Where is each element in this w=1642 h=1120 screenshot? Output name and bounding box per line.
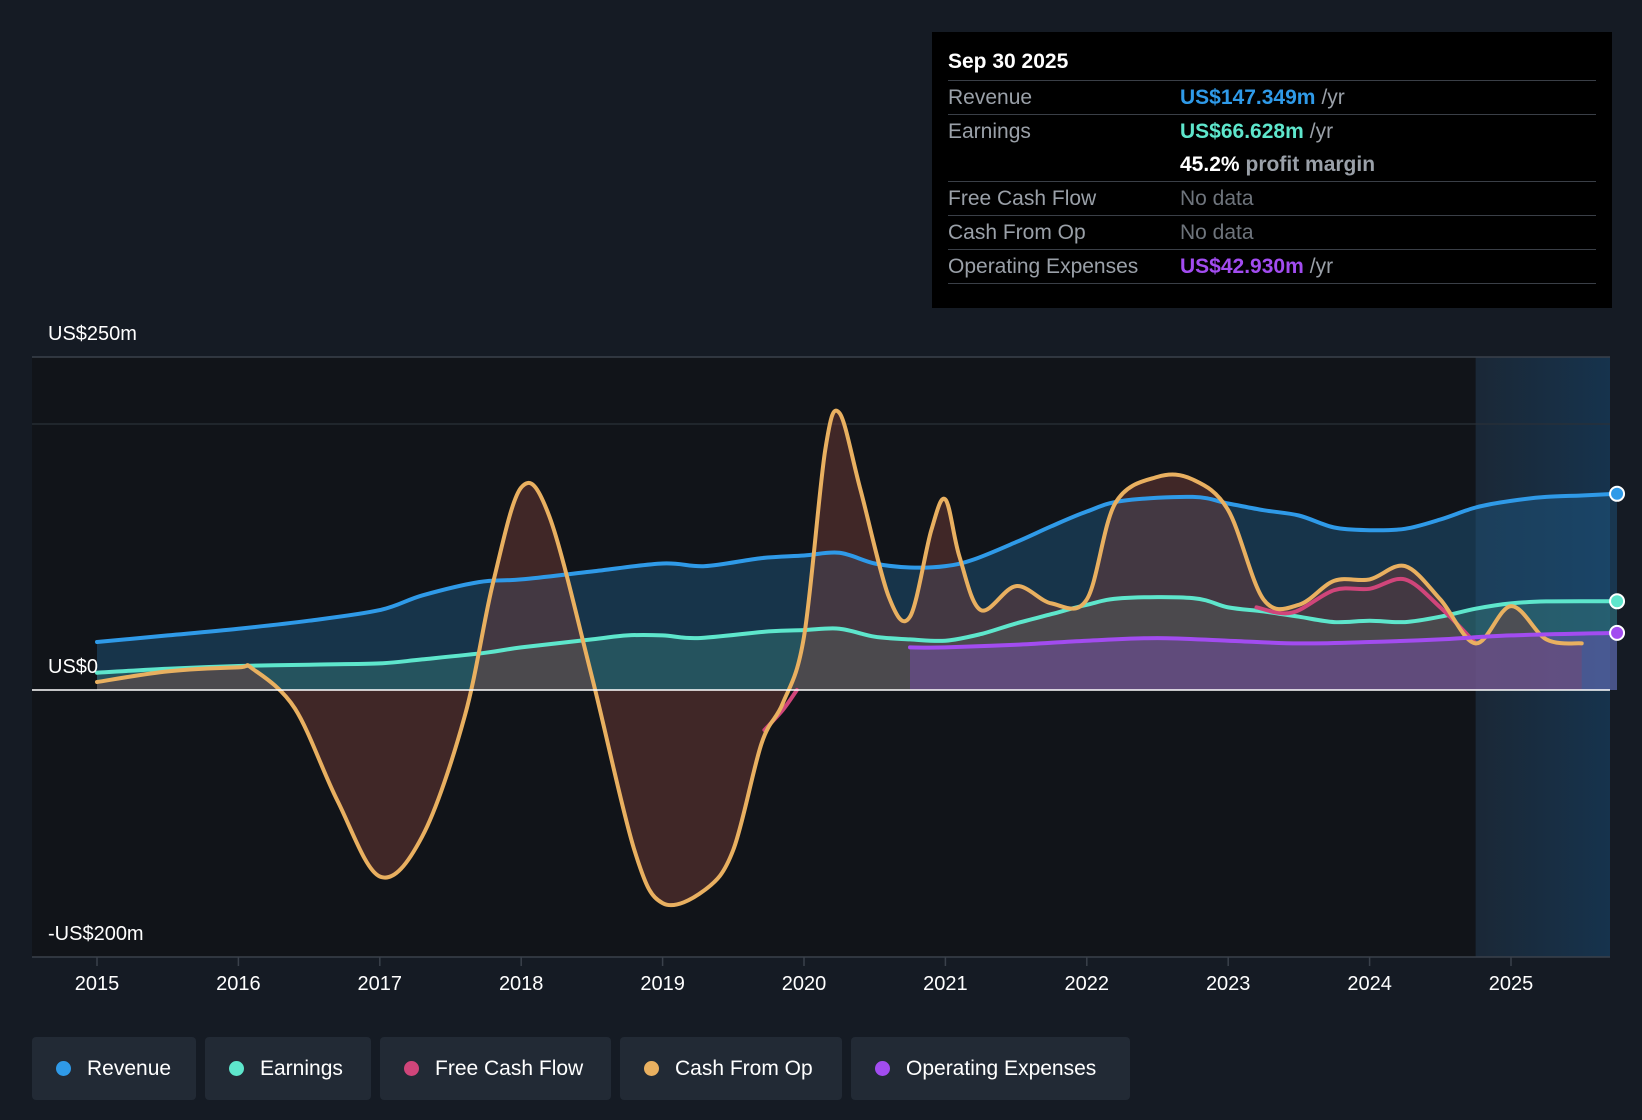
tooltip-revenue-label: Revenue bbox=[948, 85, 1033, 109]
tooltip-row-cfo: Cash From Op No data bbox=[948, 215, 1596, 249]
tooltip-cfo-value: No data bbox=[1180, 220, 1254, 244]
y-label-bottom: -US$200m bbox=[48, 923, 144, 945]
tooltip-revenue-value: US$147.349m bbox=[1180, 85, 1316, 109]
line-earnings-1 bbox=[95, 595, 1619, 675]
tooltip-row-revenue: Revenue US$147.349m /yr bbox=[948, 80, 1596, 114]
line-operating-expenses-5 bbox=[908, 630, 1619, 650]
endpoint-revenue[interactable] bbox=[1609, 485, 1626, 502]
x-tick-label: 2016 bbox=[216, 973, 261, 995]
free-cash-flow-dot-icon bbox=[404, 1061, 419, 1076]
x-ticks: 2015 2016 2017 2018 2019 2020 2021 2022 2023 2024… bbox=[75, 957, 1534, 995]
tooltip-earnings-value: US$66.628m bbox=[1180, 119, 1304, 143]
cash-from-op-dot-icon bbox=[644, 1061, 659, 1076]
x-tick-label: 2025 bbox=[1489, 973, 1534, 995]
forecast-region bbox=[1475, 357, 1610, 957]
x-tick-label: 2018 bbox=[499, 973, 544, 995]
legend-label-earnings: Earnings bbox=[260, 1056, 343, 1080]
tooltip-earnings-label: Earnings bbox=[948, 119, 1031, 143]
tooltip-row-earnings: Earnings US$66.628m /yr bbox=[948, 114, 1596, 148]
operating-expenses-dot-icon bbox=[875, 1061, 890, 1076]
tooltip-earnings-unit: /yr bbox=[1309, 119, 1334, 143]
y-label-zero: US$0 bbox=[48, 656, 98, 678]
legend-item-free-cash-flow[interactable]: Free Cash Flow bbox=[380, 1037, 611, 1100]
tooltip-opex-value: US$42.930m bbox=[1180, 254, 1304, 278]
legend-item-earnings[interactable]: Earnings bbox=[205, 1037, 371, 1100]
x-tick-label: 2024 bbox=[1347, 973, 1392, 995]
area-operating-expenses bbox=[910, 632, 1617, 690]
x-tick-label: 2015 bbox=[75, 973, 120, 995]
tooltip-row-opex: Operating Expenses US$42.930m /yr bbox=[948, 249, 1596, 283]
endpoint-layer bbox=[1609, 485, 1626, 641]
x-tick-label: 2023 bbox=[1206, 973, 1251, 995]
legend-item-cash-from-op[interactable]: Cash From Op bbox=[620, 1037, 842, 1100]
tooltip-revenue-unit: /yr bbox=[1321, 85, 1345, 109]
x-tick-label: 2020 bbox=[782, 973, 827, 995]
tooltip-opex-label: Operating Expenses bbox=[948, 254, 1139, 278]
legend-label-free-cash-flow: Free Cash Flow bbox=[435, 1056, 584, 1080]
tooltip-panel: Sep 30 2025 Revenue US$147.349m /yr Earn… bbox=[932, 32, 1612, 308]
legend-label-operating-expenses: Operating Expenses bbox=[906, 1056, 1097, 1080]
tooltip-margin-value: 45.2% bbox=[1180, 152, 1240, 176]
line-free-cash-flow-3 bbox=[1254, 576, 1478, 646]
plot-background bbox=[32, 357, 1610, 957]
legend-label-revenue: Revenue bbox=[87, 1056, 172, 1080]
x-tick-label: 2019 bbox=[640, 973, 685, 995]
x-tick-label: 2017 bbox=[358, 973, 403, 995]
tooltip-date: Sep 30 2025 bbox=[948, 50, 1069, 73]
revenue-dot-icon bbox=[56, 1061, 71, 1076]
line-cash-from-op-4 bbox=[95, 408, 1584, 908]
tooltip-margin-label: profit margin bbox=[1245, 152, 1376, 176]
x-tick-label: 2022 bbox=[1065, 973, 1110, 995]
legend-label-cash-from-op: Cash From Op bbox=[675, 1056, 813, 1080]
tooltip-fcf-value: No data bbox=[1180, 186, 1254, 210]
earnings-dot-icon bbox=[229, 1061, 244, 1076]
legend-item-operating-expenses[interactable]: Operating Expenses bbox=[851, 1037, 1130, 1100]
tooltip-fcf-label: Free Cash Flow bbox=[948, 186, 1097, 210]
endpoint-operating-expenses[interactable] bbox=[1609, 624, 1626, 641]
legend: Revenue Earnings Free Cash Flow Cash Fro… bbox=[32, 1037, 1130, 1100]
y-label-top: US$250m bbox=[48, 323, 137, 345]
legend-item-revenue[interactable]: Revenue bbox=[32, 1037, 196, 1100]
tooltip-cfo-label: Cash From Op bbox=[948, 220, 1086, 244]
endpoint-earnings[interactable] bbox=[1609, 593, 1626, 610]
line-revenue-0 bbox=[95, 491, 1619, 644]
x-tick-label: 2021 bbox=[923, 973, 968, 995]
tooltip-row-fcf: Free Cash Flow No data bbox=[948, 181, 1596, 215]
area-cash-from-op bbox=[97, 410, 1582, 906]
series-layer bbox=[95, 408, 1619, 908]
tooltip-opex-unit: /yr bbox=[1309, 254, 1334, 278]
tooltip-row-margin: 45.2% profit margin bbox=[948, 148, 1596, 181]
